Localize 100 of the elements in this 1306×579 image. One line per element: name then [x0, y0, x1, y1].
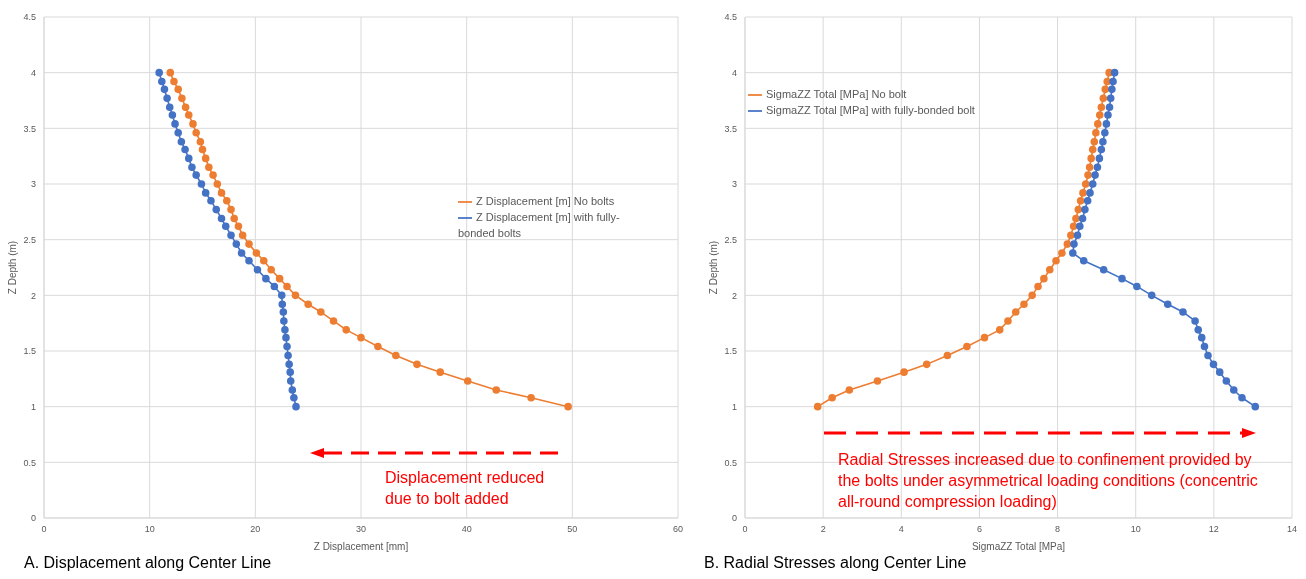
point	[270, 282, 279, 291]
point	[873, 377, 882, 385]
point	[1081, 205, 1089, 214]
point	[342, 326, 351, 334]
point	[207, 196, 215, 205]
point	[170, 77, 178, 86]
y-tick-label: 2	[30, 290, 36, 301]
point	[1110, 68, 1119, 77]
point	[160, 85, 169, 94]
point	[1204, 351, 1212, 360]
point	[980, 333, 989, 342]
point	[1083, 196, 1092, 205]
x-tick-label: 30	[355, 524, 367, 535]
point	[252, 249, 261, 257]
y-tick-label: 4	[30, 67, 36, 78]
point	[181, 145, 189, 154]
point	[1108, 85, 1116, 94]
point	[238, 231, 247, 240]
point	[281, 326, 289, 334]
point	[163, 94, 171, 103]
point	[943, 351, 952, 360]
point	[278, 300, 287, 309]
x-tick-label: 40	[461, 524, 472, 535]
point	[527, 393, 535, 402]
point	[230, 214, 238, 223]
point	[1088, 180, 1097, 188]
point	[317, 308, 325, 316]
annotation: Displacement reduced due to bolt added	[385, 468, 546, 509]
point	[845, 386, 854, 394]
y-tick-label: 0	[30, 513, 36, 524]
point	[201, 189, 210, 197]
point	[292, 402, 300, 411]
point	[212, 205, 221, 214]
point	[1092, 128, 1100, 137]
point	[1097, 145, 1106, 154]
point	[275, 274, 284, 283]
y-tick-label: 0	[731, 513, 737, 524]
point	[174, 128, 182, 137]
point	[1069, 222, 1078, 231]
point	[209, 171, 217, 179]
point	[232, 240, 241, 248]
legend-label: Z Displacement [m] with fully-bonded bolts	[458, 211, 620, 240]
point	[158, 77, 166, 86]
point	[1078, 214, 1087, 223]
point	[1101, 128, 1109, 137]
annotation: Radial Stresses increased due to confinement provided by the bolts under asymmetrical loading conditions (concentric all-round compression loading)	[838, 450, 1259, 512]
point	[1095, 111, 1104, 119]
point	[279, 308, 288, 316]
point	[564, 402, 572, 411]
point	[1086, 189, 1094, 197]
legend-label: SigmaZZ Total [MPa] No bolt	[766, 88, 907, 100]
point	[828, 393, 836, 402]
point	[1191, 317, 1199, 325]
y-tick-label: 4.5	[23, 12, 36, 23]
y-tick-label: 2.5	[724, 234, 737, 245]
point	[253, 265, 262, 274]
point	[213, 180, 222, 188]
y-tick-label: 0.5	[724, 457, 737, 468]
point	[259, 257, 268, 265]
point	[413, 360, 421, 369]
point	[304, 300, 312, 309]
point	[374, 342, 382, 351]
point	[1067, 231, 1075, 240]
point	[192, 171, 200, 179]
point	[1109, 77, 1117, 86]
point	[1133, 282, 1141, 291]
point	[223, 196, 231, 205]
point	[237, 249, 246, 257]
point	[280, 317, 288, 325]
x-tick-label: 10	[144, 524, 155, 535]
x-tick-label: 4	[898, 524, 904, 535]
point	[1052, 257, 1060, 265]
point	[463, 377, 472, 385]
point	[168, 111, 177, 119]
point	[436, 368, 445, 376]
point	[1091, 171, 1099, 179]
x-axis-title: SigmaZZ Total [MPa]	[971, 541, 1066, 552]
point	[178, 94, 186, 103]
point	[282, 333, 290, 342]
y-axis-title: Z Depth (m)	[6, 240, 18, 295]
point	[184, 154, 193, 163]
point	[1251, 402, 1260, 411]
point	[165, 103, 174, 111]
point	[1004, 317, 1012, 325]
point	[1099, 265, 1108, 274]
point	[196, 137, 205, 146]
x-tick-label: 14	[1286, 524, 1298, 535]
point	[189, 120, 197, 128]
point	[188, 163, 196, 172]
y-tick-label: 1.5	[23, 346, 36, 357]
point	[1045, 265, 1054, 274]
point	[227, 231, 235, 240]
point	[357, 333, 365, 342]
point	[262, 274, 270, 283]
point	[217, 214, 226, 223]
x-tick-label: 20	[250, 524, 261, 535]
point	[181, 103, 190, 111]
point	[1238, 393, 1246, 402]
x-tick-label: 2	[820, 524, 826, 535]
point	[1072, 214, 1080, 223]
